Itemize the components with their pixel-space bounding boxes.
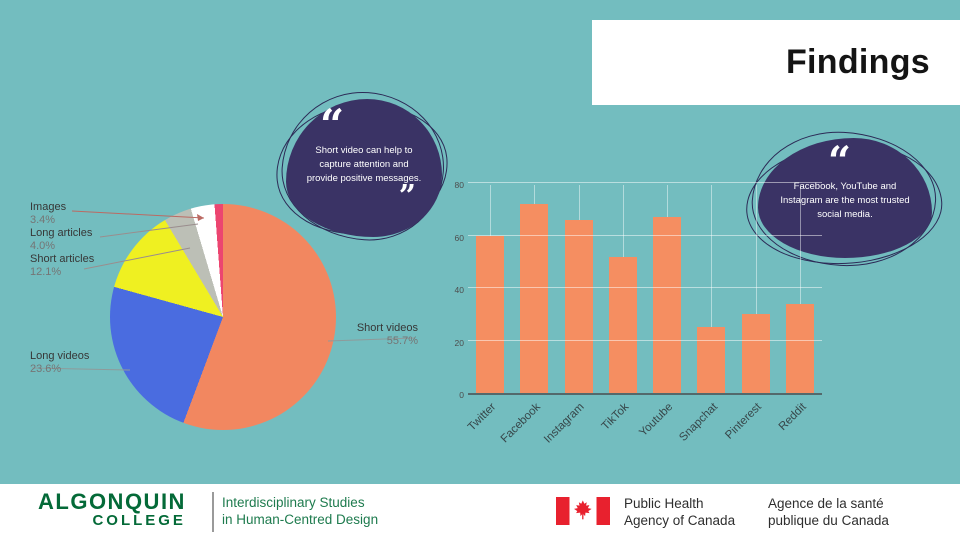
canada-flag-icon [556,497,610,525]
callout-value: 12.1% [30,265,62,278]
phac-french-wordmark: Agence de la santé publique du Canada [768,496,889,529]
phac-fr-line2: publique du Canada [768,512,889,528]
callout-value: 4.0% [30,239,56,252]
footer: ALGONQUIN COLLEGE Interdisciplinary Stud… [0,484,960,540]
bar-chart: 0 20 40 60 80 Twitter Facebook Instagram TikTok… [448,172,840,472]
h-gridline-20 [468,339,822,341]
bar-slot-youtube: Youtube [638,185,689,439]
callout-value: 23.6% [30,362,62,375]
bar-tiktok [608,256,637,393]
bar-snapchat [697,327,726,393]
bar-reddit [785,303,814,393]
bar-instagram [564,219,593,393]
open-quote-icon: “ [320,100,345,149]
pie-callout-images: Images 3.4% [30,201,66,226]
h-gridline-40 [468,287,822,288]
college-wordmark: COLLEGE [92,512,186,529]
callout-label: Images [30,201,67,213]
v-gridline [755,185,757,393]
y-tick-80: 80 [454,180,464,190]
bar-slot-reddit: Reddit [776,185,822,433]
y-tick-20: 20 [454,337,464,348]
pie-callout-short-articles: Short articles 12.1% [30,253,94,278]
callout-label: Short videos [356,322,418,334]
x-label-reddit: Reddit [776,401,809,433]
phac-english-wordmark: Public Health Agency of Canada [624,496,735,529]
x-label-tiktok: TikTok [599,401,632,433]
y-tick-60: 60 [454,232,464,243]
pie-chart: Images 3.4% Long articles 4.0% Short art… [20,195,450,445]
pie-callout-short-videos: Short videos 55.7% [357,322,418,347]
pie-callout-long-articles: Long articles 4.0% [30,227,92,252]
v-gridline [799,185,801,393]
v-gridline [711,185,713,393]
quote-text: Facebook, YouTube and Instagram are the … [780,181,910,220]
y-tick-40: 40 [454,285,464,295]
bar-slot-pinterest: Pinterest [724,185,778,442]
callout-value: 55.7% [386,334,418,347]
phac-en-line2: Agency of Canada [624,512,736,528]
callout-label: Long videos [30,350,90,362]
algonquin-wordmark: ALGONQUIN [38,489,186,514]
bar-plot-area: Twitter Facebook Instagram TikTok Youtube Sna… [466,182,822,446]
tagline-line2: in Human-Centred Design [222,512,379,527]
footer-divider [212,492,214,532]
h-gridline-60 [468,234,822,236]
tagline-line1: Interdisciplinary Studies [222,495,365,510]
bar-slot-twitter: Twitter [466,185,512,433]
phac-en-line1: Public Health [624,496,704,511]
algonquin-tagline: Interdisciplinary Studies in Human-Centr… [222,494,378,528]
x-label-facebook: Facebook [498,401,543,446]
phac-fr-line1: Agence de la santé [768,496,884,511]
y-axis: 0 20 40 60 80 [448,180,466,400]
bubble-blob [286,99,442,237]
bar-slot-instagram: Instagram [542,185,601,446]
bar-slot-tiktok: TikTok [600,185,645,433]
quote-bubble-trusted-media: “ Facebook, YouTube and Instagram are th… [741,127,947,273]
x-label-youtube: Youtube [637,401,676,440]
bar-facebook [520,204,549,393]
pie-callout-long-videos: Long videos 23.6% [30,350,89,375]
pie-circle [110,204,336,430]
y-tick-0: 0 [459,390,464,400]
x-label-instagram: Instagram [542,401,588,446]
callout-label: Long articles [30,227,93,239]
page-title: Findings [785,43,930,81]
callout-value: 3.4% [30,213,56,226]
bar-slot-snapchat: Snapchat [677,185,733,444]
callout-label: Short articles [30,253,95,265]
quote-text: Short video can help to capture attentio… [306,145,422,184]
bar-slots: Twitter Facebook Instagram TikTok Youtube Sna… [466,185,822,446]
h-gridline-80 [468,182,822,183]
open-quote-icon: “ [828,138,852,185]
title-box: Findings [592,20,960,105]
bar-pinterest [741,314,770,393]
quote-bubble-short-video: “ Short video can help to capture attent… [269,86,455,246]
x-label-twitter: Twitter [466,401,499,434]
x-label-snapchat: Snapchat [677,401,720,444]
algonquin-college-logo: ALGONQUIN COLLEGE [38,491,186,529]
bubble-blob [758,138,932,258]
x-label-pinterest: Pinterest [723,401,765,442]
bar-youtube [653,217,682,393]
bar-slot-facebook: Facebook [499,185,556,445]
close-quote-icon: ” [398,179,416,214]
bar-twitter [476,235,505,393]
